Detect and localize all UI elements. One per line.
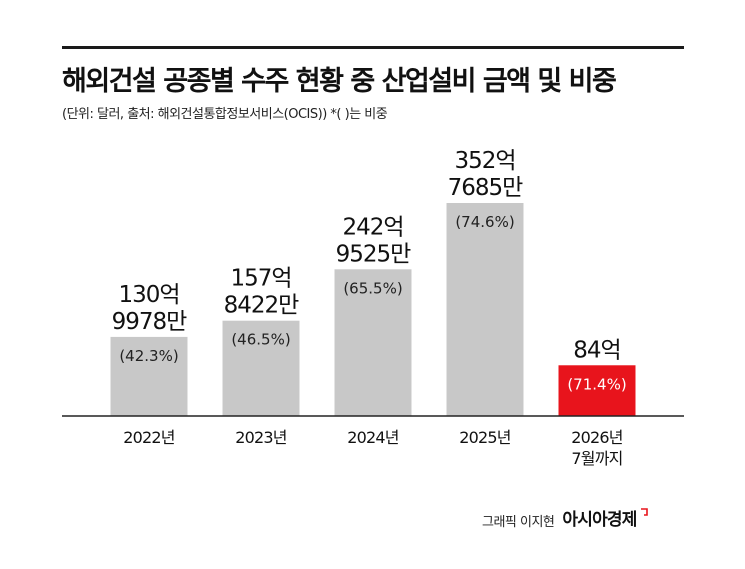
x-tick-label: 2024년 [347, 428, 399, 447]
share-label: (46.5%) [231, 331, 290, 349]
value-label: 352억 [454, 148, 515, 174]
chart-title: 해외건설 공종별 수주 현황 중 산업설비 금액 및 비중 [62, 66, 617, 97]
top-rule [62, 46, 684, 49]
bar [334, 269, 412, 416]
x-tick-label: 2023년 [235, 428, 287, 447]
credit: 그래픽 이지현 아시아경제 [482, 505, 648, 530]
x-tick-label: 2025년 [459, 428, 511, 447]
share-label: (74.6%) [455, 213, 514, 231]
chart-subtitle: (단위: 달러, 출처: 해외건설통합정보서비스(OCIS)) *( )는 비중 [62, 107, 388, 122]
value-label: 9978만 [112, 309, 188, 335]
value-label: 8422만 [224, 293, 300, 319]
brand-mark-icon [640, 508, 648, 516]
bar [222, 320, 300, 416]
share-label: (42.3%) [119, 347, 178, 365]
bar [446, 203, 524, 416]
share-label: (65.5%) [343, 279, 402, 297]
share-label: (71.4%) [567, 375, 626, 393]
graphic-credit: 그래픽 이지현 [482, 515, 555, 530]
bar [558, 365, 636, 416]
x-tick-label: 2026년 [571, 428, 623, 447]
bar [110, 336, 188, 416]
x-tick-label: 7월까지 [571, 449, 622, 468]
x-tick-label: 2022년 [123, 428, 175, 447]
publisher-logo: 아시아경제 [562, 510, 637, 530]
value-label: 7685만 [448, 175, 524, 201]
value-label: 84억 [573, 337, 620, 363]
value-label: 157억 [230, 266, 291, 292]
value-label: 130억 [118, 282, 179, 308]
value-label: 9525만 [336, 241, 412, 267]
value-label: 242억 [342, 214, 403, 240]
